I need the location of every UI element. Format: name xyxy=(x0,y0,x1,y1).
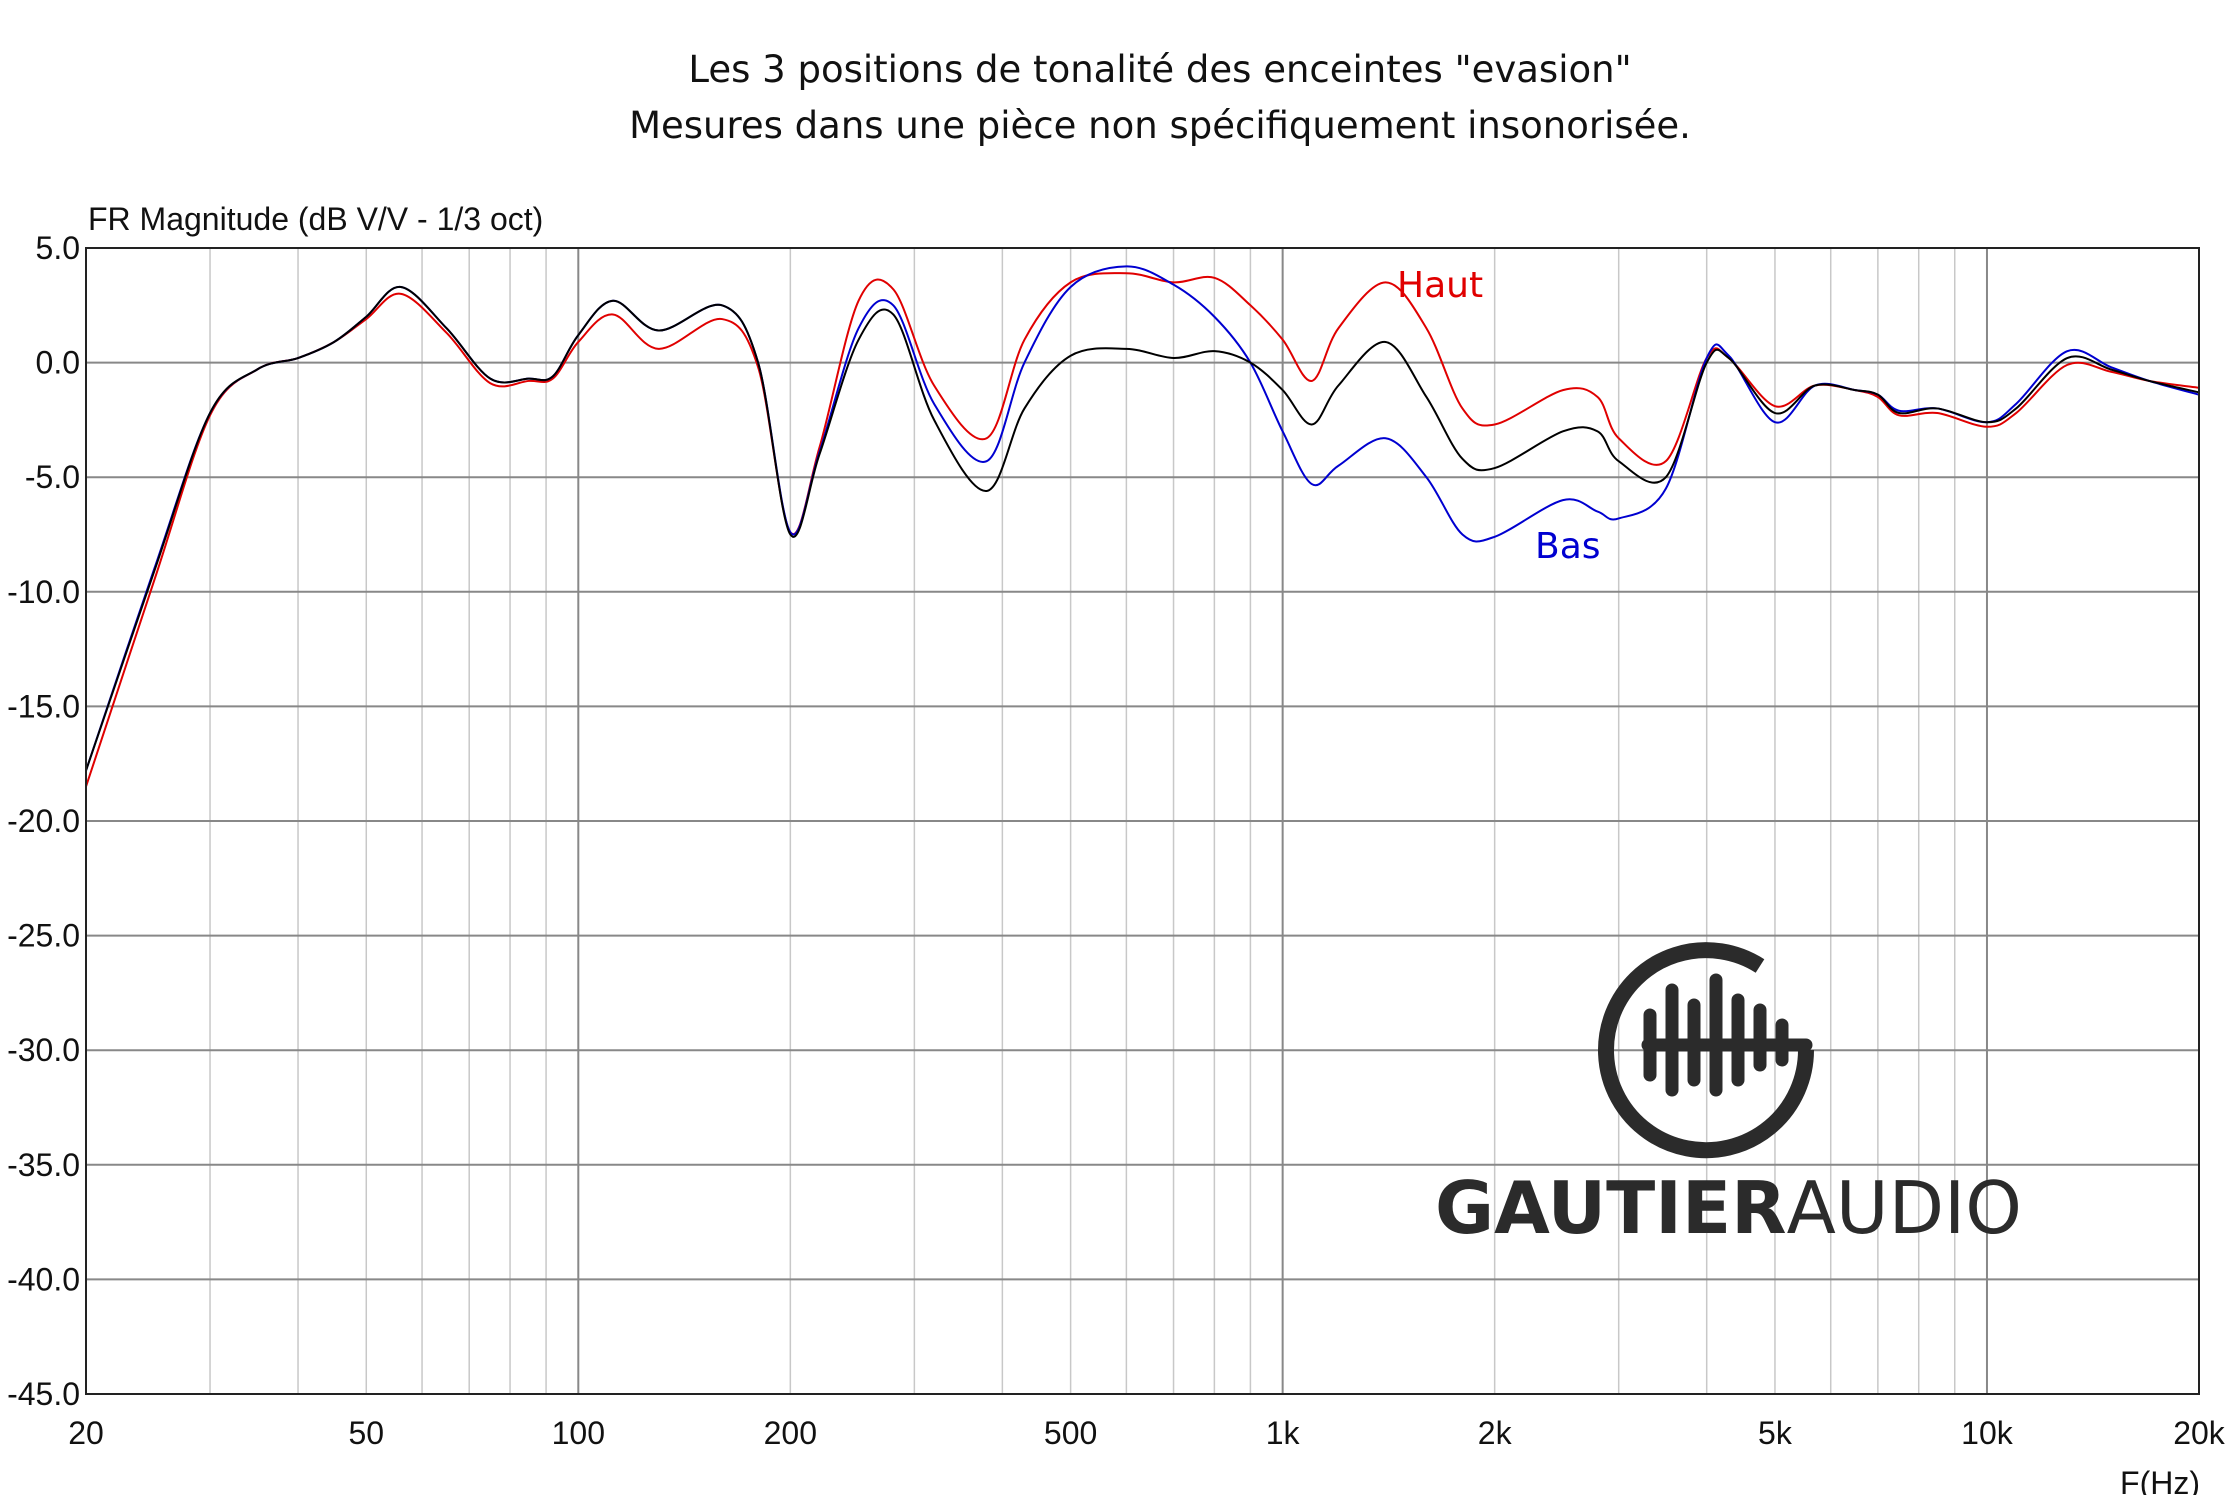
x-tick-label: 200 xyxy=(764,1415,817,1451)
y-tick-label: -35.0 xyxy=(7,1147,80,1183)
y-axis-title: FR Magnitude (dB V/V - 1/3 oct) xyxy=(88,201,543,237)
chart-title-line-2: Mesures dans une pièce non spécifiquemen… xyxy=(629,104,1691,147)
y-tick-label: -40.0 xyxy=(7,1261,80,1297)
logo-text-bold: GAUTIER xyxy=(1435,1166,1787,1250)
logo-ring xyxy=(1598,942,1814,1159)
x-tick-label: 100 xyxy=(552,1415,605,1451)
y-tick-label: -5.0 xyxy=(25,459,80,495)
grid xyxy=(86,247,2199,1395)
x-tick-label: 50 xyxy=(348,1415,384,1451)
y-tick-label: -25.0 xyxy=(7,918,80,954)
x-tick-labels: 20 50 100 200 500 1k 2k 5k 10k 20k xyxy=(68,1415,2226,1451)
x-tick-label: 20 xyxy=(68,1415,104,1451)
series-line-milieu xyxy=(85,285,2200,771)
chart-title-line-1: Les 3 positions de tonalité des enceinte… xyxy=(688,48,1631,91)
logo-text-light: AUDIO xyxy=(1787,1166,2022,1250)
legend-haut: Haut xyxy=(1397,265,1483,306)
y-tick-label: -45.0 xyxy=(7,1376,80,1412)
x-tick-label: 5k xyxy=(1758,1415,1793,1451)
x-axis-title: F(Hz) xyxy=(2120,1465,2200,1495)
series-line-bas xyxy=(85,265,2200,771)
series-line-haut xyxy=(85,272,2200,787)
gautieraudio-logo: GAUTIERAUDIO xyxy=(1435,942,2022,1250)
y-tick-label: -30.0 xyxy=(7,1032,80,1068)
svg-text:GAUTIERAUDIO: GAUTIERAUDIO xyxy=(1435,1166,2022,1250)
legend-bas: Bas xyxy=(1535,526,1601,567)
x-tick-label: 500 xyxy=(1044,1415,1097,1451)
x-tick-label: 10k xyxy=(1961,1415,2014,1451)
series-lines xyxy=(85,265,2200,787)
logo-waveform xyxy=(1641,973,1813,1097)
y-tick-label: 5.0 xyxy=(36,230,80,266)
y-tick-label: 0.0 xyxy=(36,345,80,381)
y-tick-labels: 5.0 0.0 -5.0 -10.0 -15.0 -20.0 -25.0 -30.0 -35.0… xyxy=(7,230,80,1412)
x-tick-label: 1k xyxy=(1266,1415,1301,1451)
x-tick-label: 20k xyxy=(2173,1415,2226,1451)
plot-frame xyxy=(85,247,2200,1395)
y-tick-label: -20.0 xyxy=(7,803,80,839)
y-tick-label: -15.0 xyxy=(7,688,80,724)
y-tick-label: -10.0 xyxy=(7,574,80,610)
x-tick-label: 2k xyxy=(1478,1415,1513,1451)
